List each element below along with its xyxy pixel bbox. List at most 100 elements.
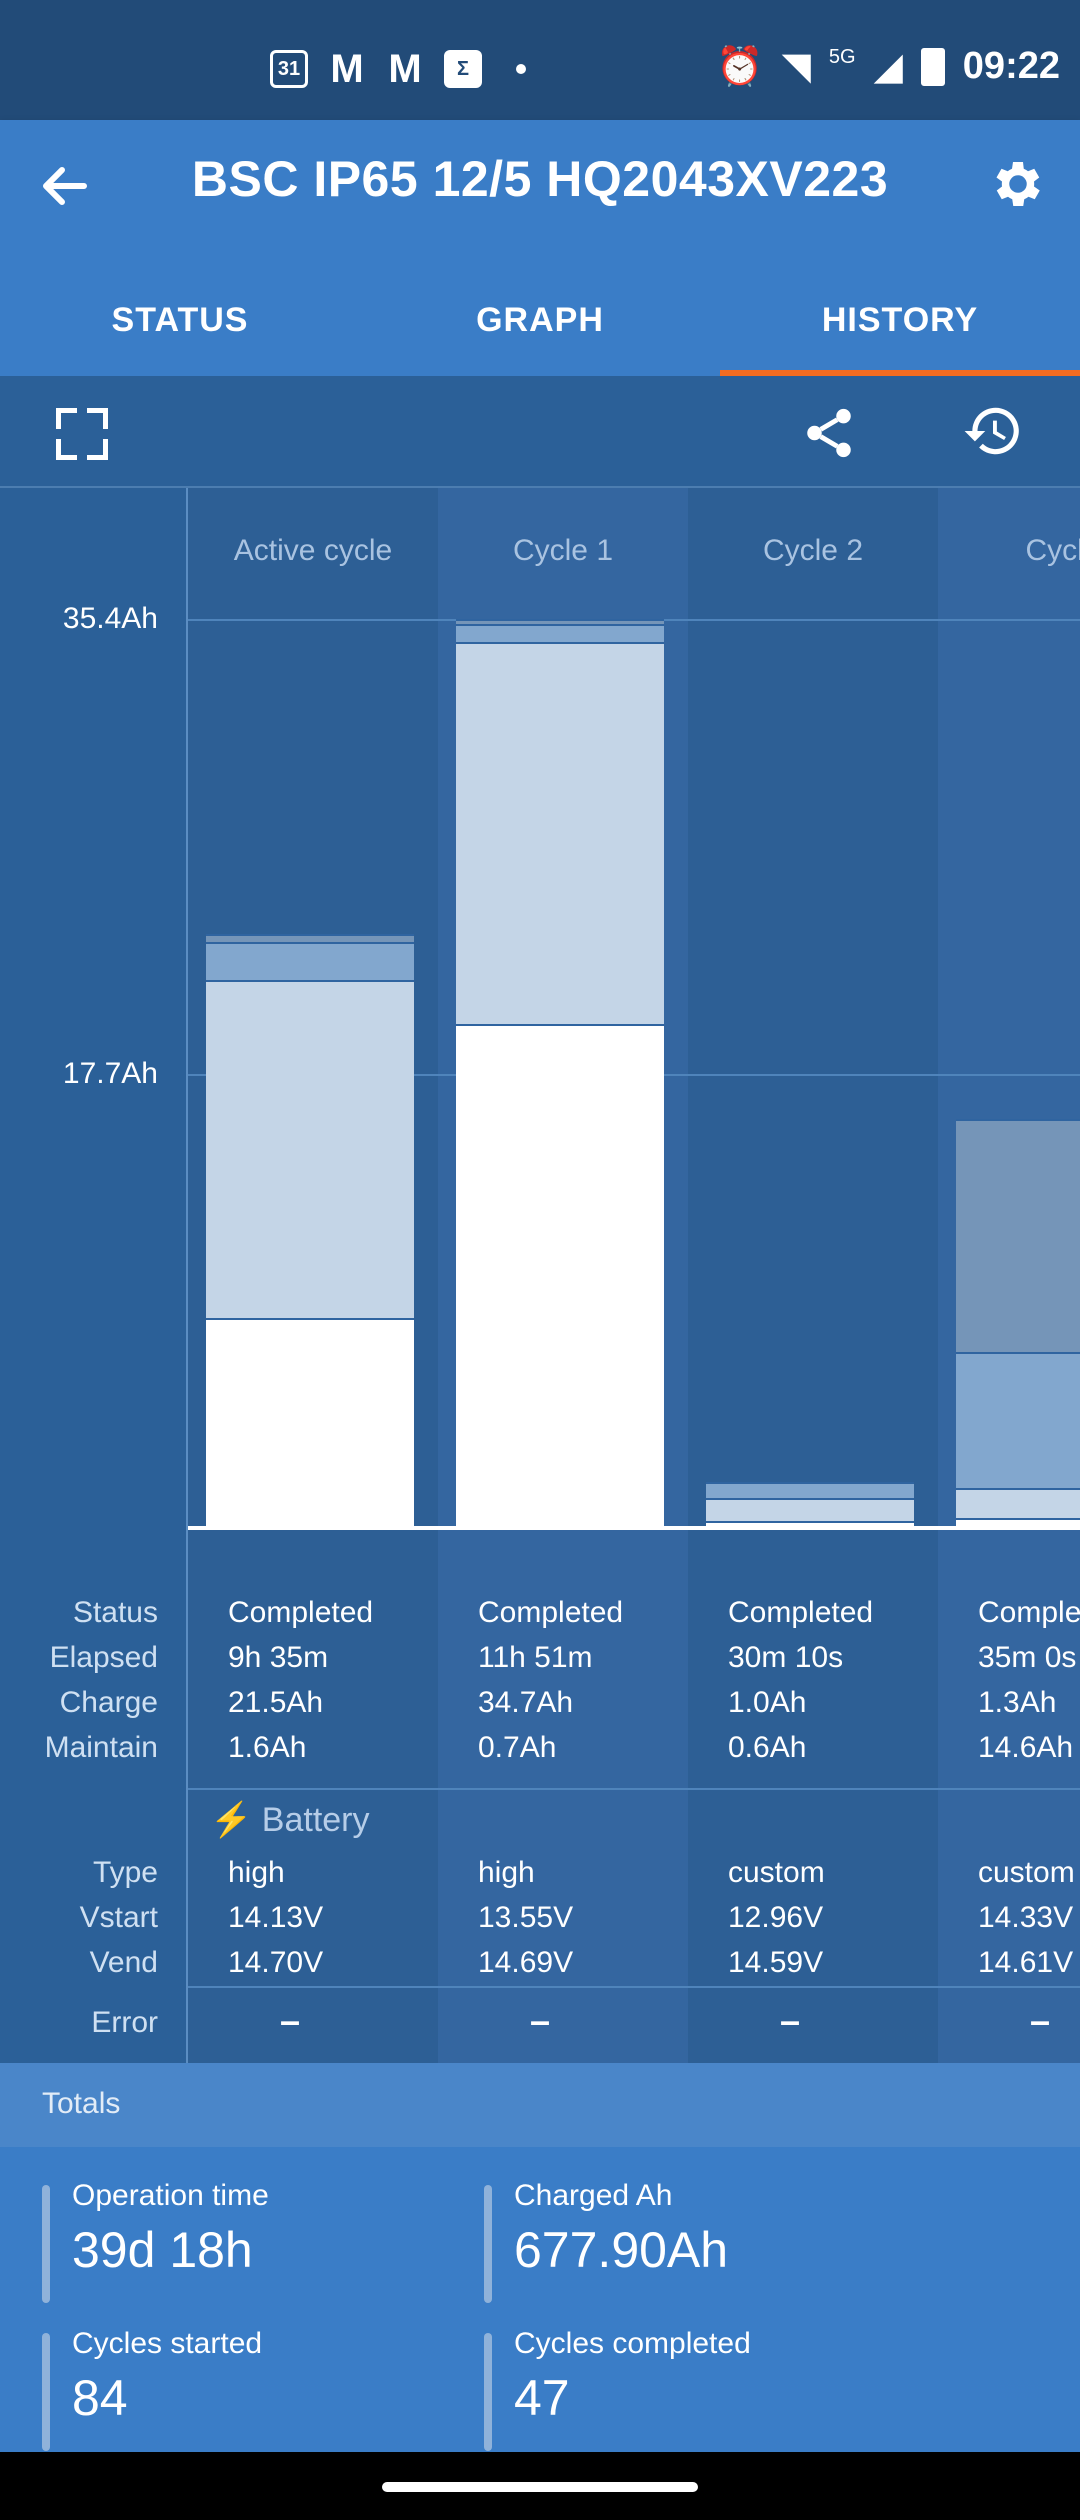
bar-segment — [956, 1351, 1080, 1488]
battery-section-label: Battery — [261, 1801, 370, 1839]
cell-charge: 34.7Ah — [478, 1686, 574, 1719]
page-title: BSC IP65 12/5 HQ2043XV223 — [191, 151, 889, 207]
cell-status: Comple — [978, 1596, 1080, 1629]
totals-header: Totals — [0, 2063, 1080, 2147]
cell-vstart: 14.13V — [228, 1901, 324, 1934]
cell-maintain: 1.6Ah — [228, 1731, 307, 1764]
column-header[interactable]: Cycle 1 — [512, 534, 614, 567]
fullscreen-icon[interactable] — [56, 408, 108, 460]
row-label-elapsed: Elapsed — [49, 1641, 158, 1674]
bar-segment — [206, 941, 414, 981]
tab-indicator — [720, 370, 1080, 376]
cell-status: Completed — [228, 1596, 374, 1629]
cell-elapsed: 30m 10s — [728, 1641, 844, 1674]
share-icon[interactable] — [800, 404, 858, 476]
cell-maintain: 0.7Ah — [478, 1731, 557, 1764]
gmail-icon: M — [330, 46, 364, 91]
cell-charge: 1.0Ah — [728, 1686, 807, 1719]
history-icon[interactable] — [962, 400, 1024, 477]
cell-charge: 21.5Ah — [228, 1686, 324, 1719]
cell-vstart: 12.96V — [728, 1901, 824, 1934]
total-label: Operation time — [72, 2179, 269, 2212]
history-toolbar — [0, 376, 1080, 488]
lightning-icon: ⚡ — [210, 1801, 253, 1839]
cell-maintain: 0.6Ah — [728, 1731, 807, 1764]
bar-segment — [706, 1497, 914, 1521]
bar-segment — [206, 1318, 414, 1526]
notification-icons: 31 M M Σ — [270, 46, 526, 91]
total-value: 84 — [72, 2370, 128, 2426]
column-header[interactable]: Cycle — [1025, 534, 1080, 567]
cell-vend: 14.69V — [478, 1946, 574, 1979]
cell-charge: 1.3Ah — [978, 1686, 1057, 1719]
divider — [188, 1986, 1080, 1988]
total-operation-time: Operation time 39d 18h — [42, 2179, 269, 2303]
totals-panel: Operation time 39d 18h Charged Ah 677.90… — [0, 2147, 1080, 2452]
column-header[interactable]: Cycle 2 — [762, 534, 864, 567]
cell-vstart: 13.55V — [478, 1901, 574, 1934]
tab-graph[interactable]: GRAPH — [476, 301, 604, 339]
total-cycles-started: Cycles started 84 — [42, 2327, 262, 2451]
bar-segment — [206, 980, 414, 1319]
navigation-bar — [0, 2452, 1080, 2520]
totals-title: Totals — [42, 2087, 121, 2120]
column-header[interactable]: Active cycle — [233, 534, 393, 567]
y-axis — [186, 488, 188, 2063]
home-indicator[interactable] — [382, 2482, 698, 2492]
row-label-error: Error — [91, 2006, 158, 2039]
row-label-vend: Vend — [89, 1946, 158, 1979]
total-value: 47 — [514, 2370, 570, 2426]
cell-vstart: 14.33V — [978, 1901, 1074, 1934]
row-label-vstart: Vstart — [79, 1901, 158, 1934]
cell-vend: 14.70V — [228, 1946, 324, 1979]
cell-elapsed: 11h 51m — [478, 1641, 593, 1674]
cell-vend: 14.61V — [978, 1946, 1074, 1979]
tab-history[interactable]: HISTORY — [821, 301, 979, 339]
row-label-status: Status — [72, 1596, 158, 1629]
total-label: Cycles completed — [514, 2327, 751, 2360]
app-bar: BSC IP65 12/5 HQ2043XV223 STATUS GRAPH H… — [0, 120, 1080, 376]
system-icons: ⏰ ◥ 5G ◢ 09:22 — [716, 44, 1060, 89]
network-type: 5G — [828, 46, 856, 68]
tab-status[interactable]: STATUS — [111, 301, 249, 339]
cell-type: high — [228, 1856, 285, 1889]
gmail-icon: M — [388, 46, 422, 91]
calendar-icon: 31 — [270, 50, 308, 88]
bar-segment — [706, 1482, 914, 1498]
dot-icon — [516, 64, 526, 74]
bar-segment — [456, 642, 664, 1024]
cell-status: Completed — [728, 1596, 874, 1629]
alarm-icon: ⏰ — [716, 45, 764, 88]
total-value: 677.90Ah — [514, 2222, 729, 2278]
battery-section-header: ⚡ Battery — [210, 1800, 370, 1840]
total-cycles-completed: Cycles completed 47 — [484, 2327, 751, 2451]
bar-segment — [956, 1487, 1080, 1519]
bar-segment — [456, 624, 664, 643]
cell-error: – — [530, 2000, 551, 2041]
bar-segment — [956, 1118, 1080, 1352]
clock: 09:22 — [962, 45, 1060, 87]
bar-segment — [456, 1023, 664, 1526]
status-bar: 31 M M Σ ⏰ ◥ 5G ◢ 09:22 — [0, 0, 1080, 120]
battery-icon — [920, 47, 945, 86]
total-charged-ah: Charged Ah 677.90Ah — [484, 2179, 729, 2303]
back-arrow-icon[interactable] — [36, 158, 92, 214]
row-label-maintain: Maintain — [44, 1731, 158, 1764]
divider — [188, 1788, 1080, 1790]
x-axis — [188, 1526, 1080, 1530]
sigma-icon: Σ — [444, 50, 482, 88]
row-label-type: Type — [92, 1856, 158, 1889]
y-tick-label: 17.7Ah — [62, 1057, 158, 1090]
cell-error: – — [280, 2000, 301, 2041]
signal-icon: ◢ — [873, 46, 903, 88]
tab-bar: STATUS GRAPH HISTORY — [0, 270, 1080, 376]
cell-elapsed: 9h 35m — [228, 1641, 329, 1674]
row-label-charge: Charge — [59, 1686, 158, 1719]
total-value: 39d 18h — [72, 2222, 253, 2278]
cell-error: – — [780, 2000, 801, 2041]
bar-segment — [456, 619, 664, 625]
bar-segment — [706, 1520, 914, 1526]
gear-icon[interactable] — [988, 154, 1048, 224]
bar-segment — [206, 934, 414, 942]
cell-error: – — [1030, 2000, 1051, 2041]
